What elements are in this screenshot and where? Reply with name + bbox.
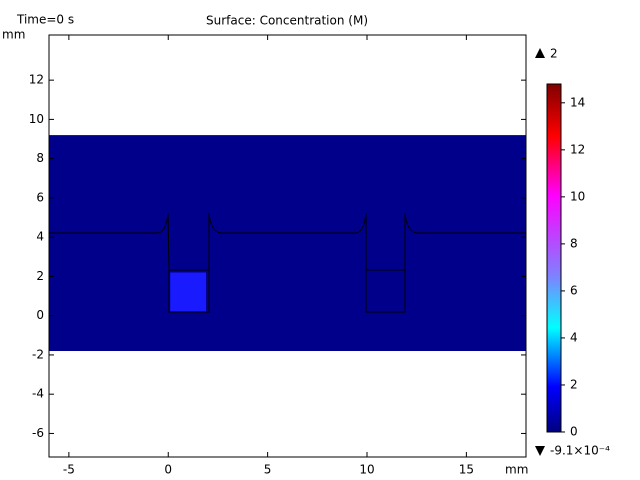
- min-marker: [535, 446, 545, 456]
- colorbar-tick-label: 12: [570, 142, 585, 156]
- colorbar: [546, 83, 562, 433]
- colorbar-tick-label: 14: [570, 95, 585, 109]
- x-unit: mm: [505, 463, 528, 477]
- plot-area: [49, 135, 526, 352]
- x-tick-label: 5: [264, 463, 272, 477]
- y-tick-label: 0: [36, 308, 44, 322]
- y-tick-label: 2: [36, 269, 44, 283]
- chart-title: Surface: Concentration (M): [206, 14, 368, 28]
- y-tick-label: -4: [32, 387, 44, 401]
- surface-region: [49, 135, 526, 352]
- surface-region: [170, 272, 207, 312]
- colorbar-tick-label: 2: [570, 377, 578, 391]
- x-tick-label: -5: [63, 463, 75, 477]
- min-label: -9.1×10⁻⁴: [550, 444, 610, 458]
- y-tick-label: 8: [36, 151, 44, 165]
- time-label: Time=0 s: [16, 13, 74, 27]
- y-tick-label: -2: [32, 347, 44, 361]
- y-tick-label: 12: [29, 73, 44, 87]
- colorbar-tick-label: 6: [570, 283, 578, 297]
- geometry-outline: [49, 212, 526, 313]
- y-tick-label: 4: [36, 230, 44, 244]
- colorbar-tick-label: 4: [570, 330, 578, 344]
- x-tick-label: 0: [164, 463, 172, 477]
- colorbar-tick-label: 10: [570, 189, 585, 203]
- y-unit: mm: [2, 28, 25, 42]
- colorbar-tick-label: 8: [570, 236, 578, 250]
- x-tick-label: 15: [459, 463, 474, 477]
- y-tick-label: -6: [32, 426, 44, 440]
- y-tick-label: 10: [29, 112, 44, 126]
- axes-frame: [48, 34, 527, 458]
- x-tick-label: 10: [359, 463, 374, 477]
- colorbar-tick-label: 0: [570, 424, 578, 438]
- y-tick-label: 6: [36, 190, 44, 204]
- max-marker: [535, 48, 545, 58]
- max-label: 2: [550, 47, 558, 61]
